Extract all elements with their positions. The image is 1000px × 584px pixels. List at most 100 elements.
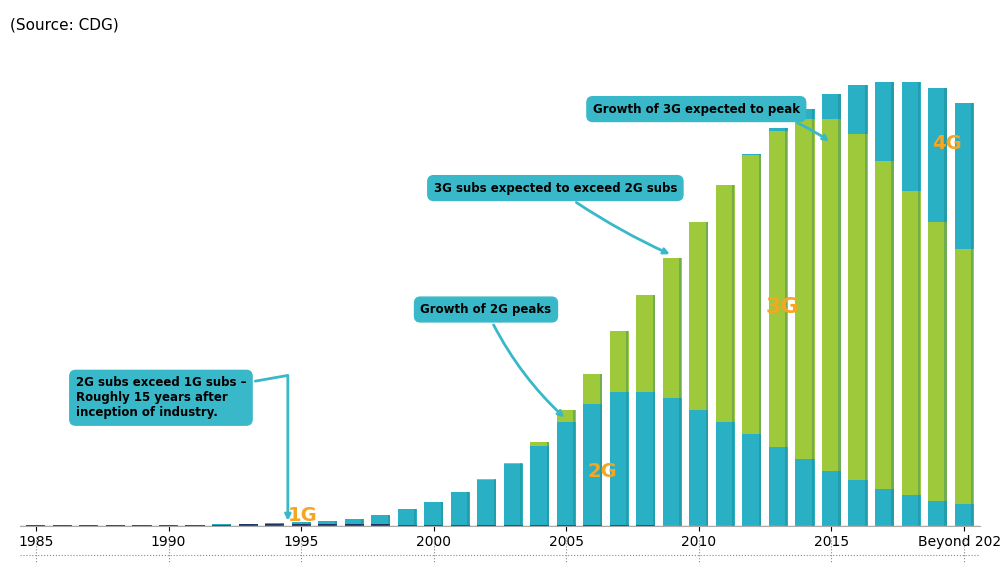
Bar [795,458,815,526]
Text: (Source: CDG): (Source: CDG) [10,18,119,33]
Text: Growth of 3G expected to peak: Growth of 3G expected to peak [593,103,827,140]
Bar [742,434,761,526]
Bar [822,119,841,471]
Bar [918,82,920,526]
Bar [424,502,443,525]
Text: 3G: 3G [765,297,799,317]
Bar [902,82,921,192]
Bar [971,103,973,526]
Bar [732,185,734,526]
Bar [928,501,947,526]
Bar [769,447,788,526]
Bar [424,525,443,526]
Bar [335,521,337,526]
Bar [812,109,814,526]
Bar [530,446,549,525]
Bar [679,258,681,526]
Bar [795,119,815,458]
Bar [520,463,522,526]
Bar [345,524,364,526]
Bar [132,525,152,526]
Bar [159,525,178,526]
Bar [530,442,549,446]
Bar [149,525,151,526]
Text: 2G: 2G [588,462,617,481]
Bar [636,295,655,392]
Bar [795,109,815,119]
Bar [848,134,868,480]
Bar [185,524,205,526]
Bar [573,410,575,526]
Bar [557,410,576,422]
Bar [557,422,576,526]
Bar [822,94,841,119]
Bar [467,492,469,526]
Bar [902,192,921,495]
Bar [769,128,788,131]
Bar [653,295,655,526]
Bar [689,222,708,410]
Bar [955,504,974,526]
Bar [239,524,258,526]
Bar [742,154,761,155]
Bar [477,479,496,525]
Text: 2G subs exceed 1G subs –
Roughly 15 years after
inception of industry.: 2G subs exceed 1G subs – Roughly 15 year… [76,376,290,517]
Bar [848,85,868,134]
Bar [451,492,470,525]
Bar [689,410,708,526]
Bar [504,464,523,525]
Bar [318,524,337,526]
Bar [902,495,921,526]
Bar [663,398,682,526]
Bar [255,524,257,526]
Bar [175,525,178,526]
Bar [398,524,417,526]
Bar [504,463,523,464]
Bar [451,525,470,526]
Text: 1G: 1G [288,506,318,525]
Bar [388,515,390,526]
Bar [875,82,894,161]
Bar [583,374,602,404]
Bar [281,523,284,526]
Bar [265,524,284,526]
Bar [955,103,974,249]
Bar [547,442,549,526]
Bar [716,185,735,422]
Bar [742,155,761,434]
Bar [610,331,629,392]
Bar [292,524,311,526]
Bar [636,392,655,526]
Bar [759,154,761,526]
Bar [318,521,337,524]
Bar [414,509,416,526]
Bar [441,502,443,526]
Bar [600,374,602,526]
Bar [891,82,894,526]
Text: 3G subs expected to exceed 2G subs: 3G subs expected to exceed 2G subs [434,182,677,253]
Bar [944,88,947,526]
Bar [228,524,231,526]
Bar [928,88,947,222]
Bar [928,222,947,501]
Bar [955,249,974,504]
Bar [706,222,708,526]
Text: 4G: 4G [932,134,962,153]
Bar [361,519,363,526]
Bar [583,404,602,526]
Bar [663,258,682,398]
Bar [626,331,628,526]
Bar [265,523,284,524]
Bar [212,524,231,526]
Bar [875,489,894,526]
Bar [398,509,417,524]
Bar [494,479,496,526]
Text: Growth of 2G peaks: Growth of 2G peaks [420,303,562,415]
Bar [202,524,204,526]
Bar [610,392,629,526]
Bar [848,480,868,526]
Bar [716,422,735,526]
Bar [865,85,867,526]
Bar [785,128,787,526]
Bar [822,471,841,526]
